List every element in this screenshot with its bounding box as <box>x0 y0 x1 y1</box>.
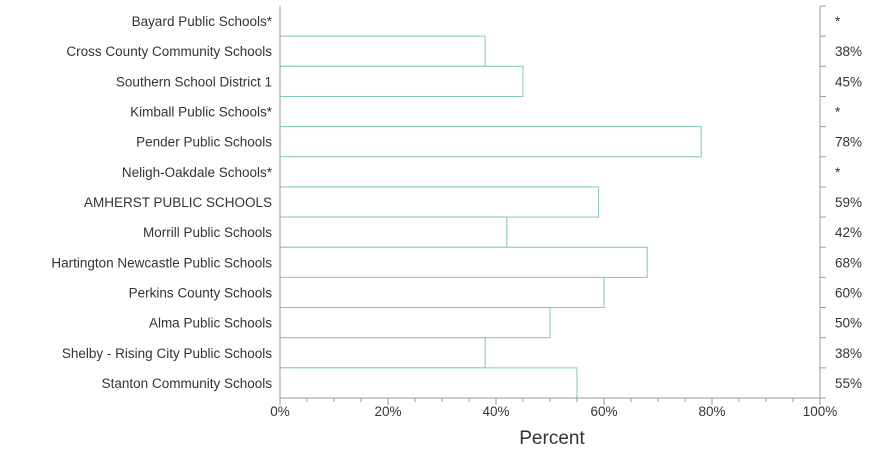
category-label: Pender Public Schools <box>136 135 272 150</box>
bar <box>279 216 508 248</box>
bar <box>279 246 648 278</box>
x-tick-label: 100% <box>803 404 838 419</box>
category-label: Cross County Community Schools <box>66 44 272 59</box>
category-label: Morrill Public Schools <box>143 225 272 240</box>
value-label: 50% <box>835 316 862 331</box>
x-tick-label: 60% <box>590 404 617 419</box>
value-label: * <box>835 165 841 180</box>
category-label: Kimball Public Schools* <box>130 105 273 120</box>
value-labels: * 38% 45% * 78% * 59% 42% 68% 60% 50% 38% 55% <box>835 14 862 391</box>
category-labels: Bayard Public Schools* Cross County Commu… <box>51 14 272 391</box>
x-tick-label: 20% <box>374 404 401 419</box>
bar <box>279 126 702 158</box>
category-label: Southern School District 1 <box>116 74 272 89</box>
value-label: 55% <box>835 376 862 391</box>
value-label: * <box>835 14 841 29</box>
x-axis-title: Percent <box>519 428 585 449</box>
category-label: Alma Public Schools <box>149 316 272 331</box>
bar <box>279 186 600 218</box>
bar <box>279 35 486 67</box>
category-label: AMHERST PUBLIC SCHOOLS <box>84 195 272 210</box>
bar <box>279 276 605 309</box>
value-label: * <box>835 105 841 120</box>
value-label: 60% <box>835 285 862 300</box>
bars-group <box>279 35 702 399</box>
x-axis-ticks: 0% 20% 40% 60% 80% 100% <box>270 398 837 419</box>
category-label: Perkins County Schools <box>129 285 273 300</box>
x-tick-label: 80% <box>698 404 725 419</box>
value-label: 38% <box>835 44 862 59</box>
x-tick-label: 40% <box>482 404 509 419</box>
category-label: Bayard Public Schools* <box>132 14 273 29</box>
x-tick-label: 0% <box>270 404 290 419</box>
category-label: Neligh-Oakdale Schools* <box>122 165 273 180</box>
value-label: 68% <box>835 255 862 270</box>
value-label: 59% <box>835 195 862 210</box>
bar <box>279 367 578 399</box>
value-label: 78% <box>835 135 862 150</box>
value-label: 38% <box>835 346 862 361</box>
value-label: 42% <box>835 225 862 240</box>
bar <box>279 337 486 369</box>
category-label: Shelby - Rising City Public Schools <box>62 346 272 361</box>
category-label: Hartington Newcastle Public Schools <box>51 255 272 270</box>
bar <box>279 307 551 339</box>
bar <box>279 65 524 97</box>
category-label: Stanton Community Schools <box>102 376 273 391</box>
value-label: 45% <box>835 74 862 89</box>
